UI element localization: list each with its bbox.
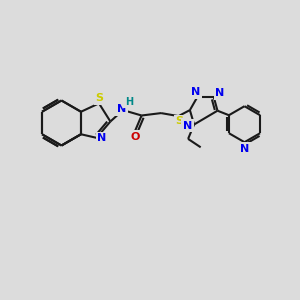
Text: N: N [98, 134, 106, 143]
Text: N: N [241, 144, 250, 154]
Text: N: N [183, 121, 192, 131]
Text: H: H [125, 97, 133, 107]
Text: S: S [176, 116, 184, 127]
Text: N: N [117, 104, 126, 114]
Text: N: N [191, 87, 200, 97]
Text: O: O [130, 132, 140, 142]
Text: N: N [215, 88, 224, 98]
Text: S: S [96, 93, 104, 103]
